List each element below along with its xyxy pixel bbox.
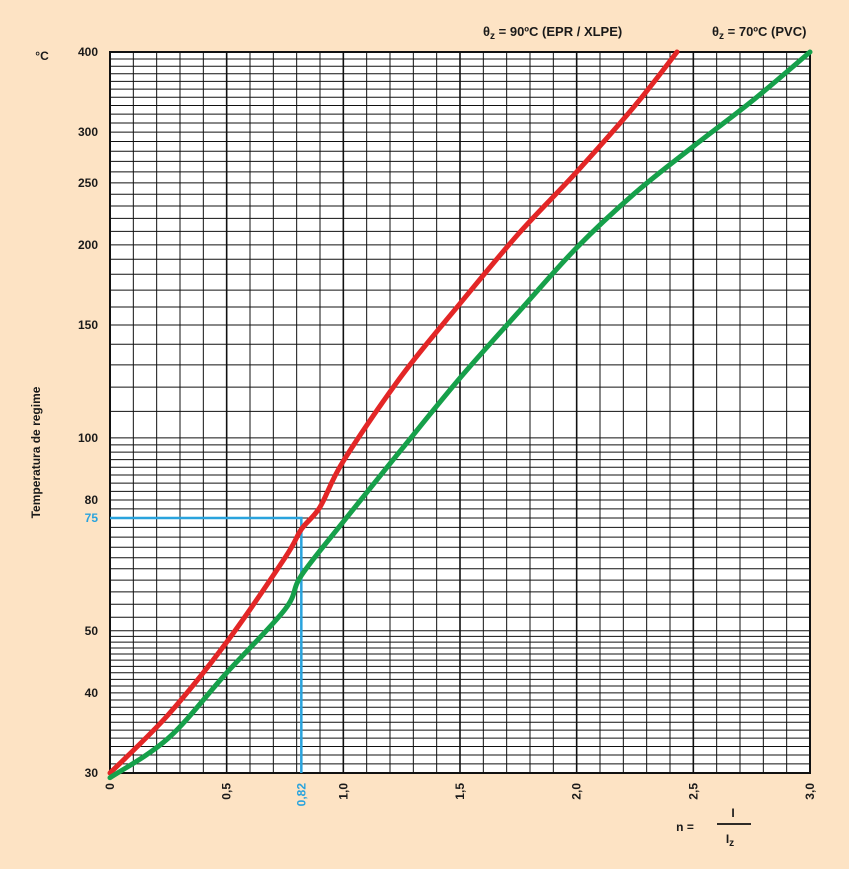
x-axis-prefix: n = — [676, 820, 694, 834]
x-tick-label: 0 — [103, 783, 117, 790]
y-tick-label: 30 — [85, 766, 99, 780]
y-tick-label: 300 — [78, 125, 98, 139]
annotation-x-label: 0,82 — [294, 783, 308, 807]
legend-text: = 90ºC (EPR / XLPE) — [495, 24, 622, 39]
legend-theta: θ — [712, 24, 719, 39]
x-tick-label: 3,0 — [803, 783, 817, 800]
y-tick-label: 100 — [78, 431, 98, 445]
x-axis-numerator: I — [731, 806, 734, 820]
series-line-1 — [107, 49, 680, 776]
legend-sub: z — [719, 31, 724, 42]
x-axis-denominator: Iz — [726, 832, 734, 849]
y-tick-label: 40 — [85, 686, 99, 700]
y-tick-label: 200 — [78, 238, 98, 252]
tick-labels: 30 40 50 80 100 150 200 250 300 400 75 °C Temperatur… — [29, 45, 817, 849]
y-tick-label: 250 — [78, 176, 98, 190]
x-tick-label: 1,5 — [453, 783, 467, 800]
legend-text: = 70ºC (PVC) — [724, 24, 806, 39]
x-tick-label: 2,0 — [570, 783, 584, 800]
annotation-y-label: 75 — [85, 511, 99, 525]
x-axis-denominator-sub: z — [729, 838, 734, 849]
data-marks — [107, 49, 813, 781]
legend-entry-2: θz = 70ºC (PVC) — [712, 24, 806, 42]
x-tick-label: 1,0 — [336, 783, 350, 800]
y-axis-title: Temperatura de regime — [29, 386, 43, 518]
y-tick-label: 50 — [85, 624, 99, 638]
plot-frame — [109, 51, 811, 774]
grid-lines — [109, 51, 811, 774]
x-tick-label: 0,5 — [220, 783, 234, 800]
y-tick-label: 400 — [78, 45, 98, 59]
y-tick-label: 150 — [78, 318, 98, 332]
legend-sub: z — [490, 31, 495, 42]
legend-entry-1: θz = 90ºC (EPR / XLPE) — [483, 24, 622, 42]
y-tick-label: 80 — [85, 493, 99, 507]
x-tick-label: 2,5 — [686, 783, 700, 800]
legend: θz = 90ºC (EPR / XLPE) θz = 70ºC (PVC) — [483, 24, 806, 42]
y-unit-label: °C — [35, 49, 49, 63]
legend-theta: θ — [483, 24, 490, 39]
series-line-2 — [107, 49, 813, 781]
annotation-line — [110, 516, 303, 773]
